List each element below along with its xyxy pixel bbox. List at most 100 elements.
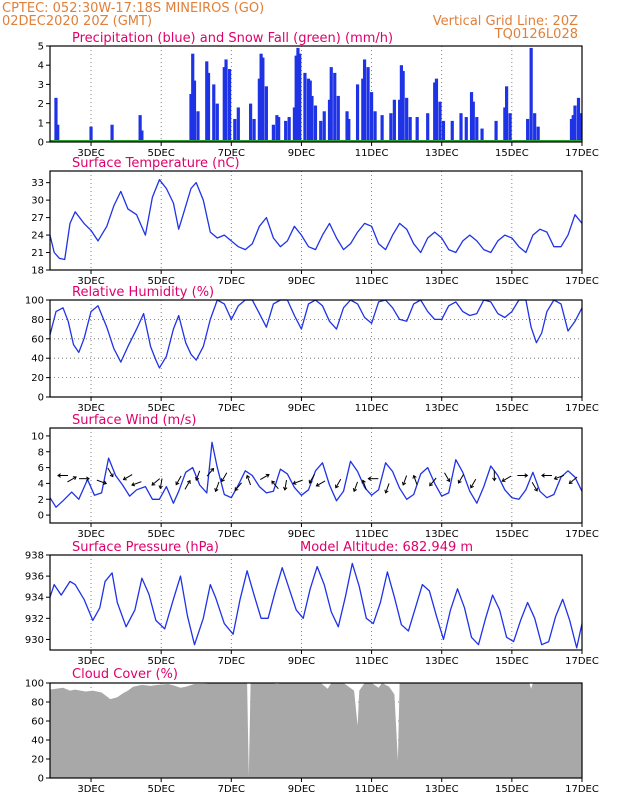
panel-title-wind: Surface Wind (m/s) [72,413,196,428]
precipitation-bar [578,113,582,142]
plot-cloud: 0 20 40 60 80 100 3DEC 5DEC 7DEC 9DEC 11DEC 13DEC 15… [25,679,599,796]
x-tick-label: 15DEC [495,529,529,540]
precipitation-bar [222,67,226,142]
y-tick-label: 4 [38,61,44,72]
precipitation-bar [110,124,114,142]
pressure-line [49,562,583,649]
precipitation-bar [569,118,574,142]
precipitation-bar [196,111,200,142]
x-tick-label: 17DEC [565,529,599,540]
x-tick-label: 9DEC [288,148,315,159]
precipitation-bar [380,115,384,142]
precipitation-bar [308,80,312,142]
wind-arrow [457,474,464,484]
precipitation-bar [475,117,479,142]
precipitation-bar [392,99,396,142]
precipitation-bar [56,124,60,142]
y-tick-label: 80 [31,698,44,709]
x-tick-label: 3DEC [77,148,104,159]
x-tick-label: 9DEC [288,403,315,414]
precipitation-bar [494,120,498,142]
wind-arrow [158,478,163,490]
x-tick-label: 5DEC [147,529,174,540]
panel-frame [49,170,583,271]
wind-arrow-shaft [353,481,358,492]
x-tick-label: 9DEC [288,529,315,540]
wind-arrow-head [568,480,573,485]
precipitation-bar [503,107,507,142]
wind-arrow [206,467,215,477]
precipitation-bar [345,111,349,142]
precipitation-bar [464,117,468,142]
x-tick-label: 7DEC [218,403,245,414]
y-tick-label: 5 [38,42,44,53]
precipitation-bar [508,113,512,142]
wind-arrow-shaft [502,475,512,482]
x-tick-label: 9DEC [288,276,315,287]
precipitation-bar [292,107,297,142]
wind-arrow [308,474,315,484]
wind-arrow [245,474,252,486]
precipitation-bar [89,126,93,142]
precipitation-bar [257,78,261,142]
wind-arrow-shaft [67,476,77,483]
x-tick-label: 11DEC [355,276,389,287]
wind-arrow-shaft [271,480,279,490]
precipitation-bar [398,99,402,142]
precipitation-bar [275,115,279,142]
precipitation-bar [259,53,263,142]
precipitation-bar [480,128,484,142]
wind-arrow-shaft [385,483,390,494]
wind-arrow [352,481,358,493]
wind-arrow [260,473,270,481]
precipitation-bar [369,92,374,142]
wind-arrow [107,467,114,478]
wind-arrow-head [109,473,114,478]
wind-arrow-head [57,473,61,478]
wind-arrow [67,476,77,483]
precipitation-bar [294,55,298,142]
wind-arrow-shaft [184,480,191,490]
precipitation-bar [526,118,530,142]
x-tick-label: 17DEC [565,656,599,667]
precipitation-bar [252,118,256,142]
wind-arrow-shaft [195,470,201,481]
wind-arrow-shaft [215,481,220,492]
precipitation-bar [389,113,393,142]
wind-line [49,441,583,508]
precipitation-bar [192,80,197,142]
wind-arrow-head [361,479,366,484]
x-tick-label: 11DEC [355,784,389,795]
x-tick-label: 15DEC [495,784,529,795]
panel-frame [49,45,583,143]
y-tick-label: 1 [38,118,44,129]
wind-arrow-head [501,478,506,482]
model-altitude-note: Model Altitude: 682.949 m [300,540,473,555]
wind-arrow-head [175,481,180,486]
y-tick-label: 18 [31,266,44,277]
precipitation-bar [277,117,281,142]
precipitation-bar [138,115,142,142]
panel-title-temperature: Surface Temperature (nC) [72,156,240,171]
precipitation-bar [233,118,237,142]
precipitation-bar [505,86,509,142]
wind-arrow-head [214,488,219,493]
y-tick-label: 100 [25,296,44,307]
temperature-line [49,179,583,261]
y-tick-label: 60 [31,717,44,728]
y-tick-label: 100 [25,679,44,690]
wind-arrow [568,476,578,485]
precipitation-bar [571,115,575,142]
precipitation-bar [236,107,240,142]
wind-arrow [271,480,279,490]
precipitation-bar [433,82,437,142]
wind-arrow [335,478,342,489]
wind-arrow-head [245,474,251,479]
x-tick-label: 17DEC [565,148,599,159]
y-tick-label: 8 [38,447,44,458]
wind-arrow [429,477,437,487]
y-tick-label: 20 [31,755,44,766]
precipitation-bar [401,70,405,142]
wind-arrow-shaft [284,479,288,491]
